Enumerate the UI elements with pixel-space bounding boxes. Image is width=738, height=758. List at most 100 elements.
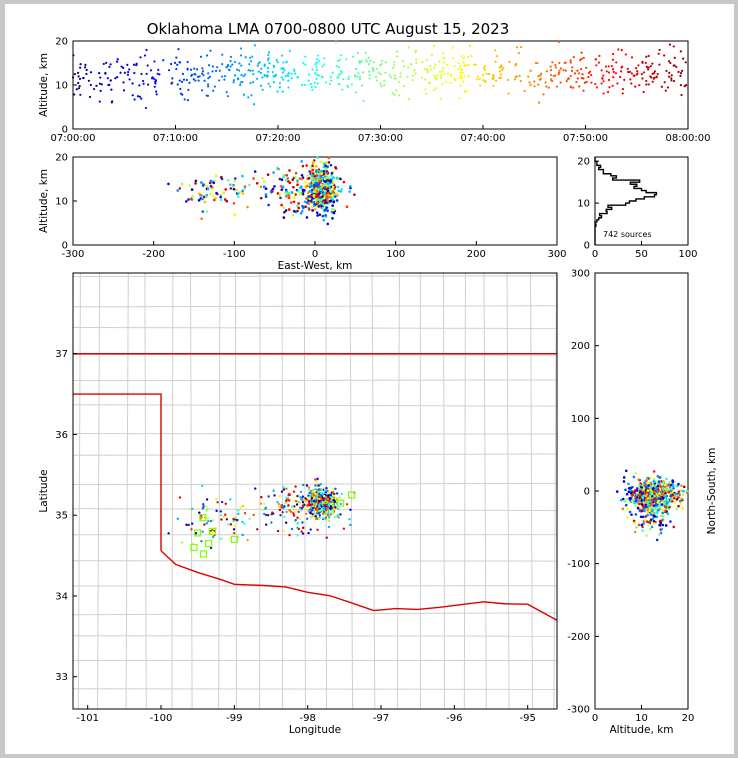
east-west-point xyxy=(322,165,326,169)
time-altitude-point xyxy=(554,74,557,77)
time-altitude-point xyxy=(136,95,140,98)
east-west-point xyxy=(313,208,317,211)
time-altitude-point xyxy=(367,56,370,59)
east-west-point xyxy=(326,222,330,226)
time-altitude-point xyxy=(182,78,186,81)
time-altitude-point xyxy=(110,88,113,91)
east-west-point xyxy=(319,201,323,205)
time-altitude-point xyxy=(533,85,536,88)
time-altitude-point xyxy=(133,71,136,75)
time-altitude-point xyxy=(651,62,654,65)
east-west-point xyxy=(315,174,318,177)
time-altitude-point xyxy=(641,61,644,64)
time-altitude-point xyxy=(145,72,148,75)
east-west-point xyxy=(288,191,292,194)
map-source-point xyxy=(176,517,180,520)
county-line xyxy=(463,273,466,709)
map-source-point xyxy=(316,528,319,531)
map-source-point xyxy=(309,515,313,519)
east-west-point xyxy=(300,209,304,213)
time-altitude-point xyxy=(590,81,593,84)
time-altitude-point xyxy=(100,83,103,86)
north-south-point xyxy=(679,489,683,492)
map-source-point xyxy=(345,502,349,506)
time-altitude-point xyxy=(115,60,119,63)
time-altitude-point xyxy=(415,61,418,65)
east-west-point xyxy=(248,183,251,187)
east-west-point xyxy=(326,184,329,188)
east-west-point xyxy=(259,185,263,189)
east-west-point xyxy=(323,208,327,212)
map-source-point xyxy=(327,491,331,495)
time-altitude-point xyxy=(331,71,334,74)
east-west-point xyxy=(332,208,336,211)
map-source-point xyxy=(327,503,330,506)
north-south-point xyxy=(642,494,646,497)
east-west-point xyxy=(306,174,310,177)
east-west-point xyxy=(167,182,170,186)
east-west-point xyxy=(311,181,315,184)
time-altitude-point xyxy=(287,74,290,78)
east-west-point xyxy=(311,209,315,212)
north-south-point xyxy=(672,486,675,490)
time-altitude-point xyxy=(660,85,663,88)
time-altitude-point xyxy=(640,73,643,76)
time-altitude-point xyxy=(635,67,638,70)
time-altitude-point xyxy=(571,66,574,69)
east-west-point xyxy=(267,203,270,207)
map-source-point xyxy=(285,496,288,499)
time-altitude-point xyxy=(478,84,482,87)
map-source-point xyxy=(309,528,312,531)
time-altitude-point xyxy=(672,64,675,67)
time-altitude-point xyxy=(467,74,470,77)
time-altitude-point xyxy=(272,81,276,84)
map-source-point xyxy=(334,506,337,509)
map-source-point xyxy=(307,531,310,535)
time-altitude-point xyxy=(156,72,159,75)
time-altitude-point xyxy=(514,64,517,67)
east-west-point xyxy=(311,168,314,172)
time-altitude-point xyxy=(619,70,623,73)
time-altitude-point xyxy=(315,69,319,72)
north-south-point xyxy=(645,476,649,480)
time-altitude-point xyxy=(402,85,406,88)
time-altitude-point xyxy=(443,56,446,59)
north-south-point xyxy=(646,507,649,511)
north-south-point xyxy=(625,507,629,511)
time-altitude-point xyxy=(267,57,270,60)
time-altitude-point xyxy=(82,77,85,80)
map-source-point xyxy=(330,502,333,506)
map-source-point xyxy=(329,493,332,497)
map-source-point xyxy=(237,509,240,512)
time-altitude-point xyxy=(668,43,672,46)
map-source-point xyxy=(283,515,286,518)
time-altitude-point xyxy=(138,84,141,87)
time-altitude-point xyxy=(610,64,613,68)
time-altitude-point xyxy=(140,97,143,100)
east-west-point xyxy=(282,173,286,177)
time-altitude-point xyxy=(612,70,615,73)
time-altitude-point xyxy=(252,103,256,106)
east-west-point xyxy=(287,208,291,211)
time-altitude-point xyxy=(650,76,653,79)
map-source-point xyxy=(220,500,224,504)
time-altitude-point xyxy=(607,71,611,74)
east-west-point xyxy=(198,192,201,196)
time-altitude-point xyxy=(402,60,405,63)
time-altitude-xtick: 07:50:00 xyxy=(563,133,608,144)
time-altitude-point xyxy=(598,54,601,58)
north-south-point xyxy=(619,498,623,502)
time-altitude-point xyxy=(391,92,394,95)
east-west-point xyxy=(262,180,266,184)
time-altitude-point xyxy=(356,75,359,78)
east-west-point xyxy=(278,177,282,181)
time-altitude-point xyxy=(249,81,252,85)
north-south-point xyxy=(635,499,638,503)
time-altitude-point xyxy=(461,71,464,74)
time-altitude-point xyxy=(547,86,550,89)
east-west-point xyxy=(266,173,270,176)
map-source-point xyxy=(325,536,328,539)
time-altitude-point xyxy=(285,61,288,64)
north-south-point xyxy=(624,469,628,473)
time-altitude-point xyxy=(619,75,622,79)
